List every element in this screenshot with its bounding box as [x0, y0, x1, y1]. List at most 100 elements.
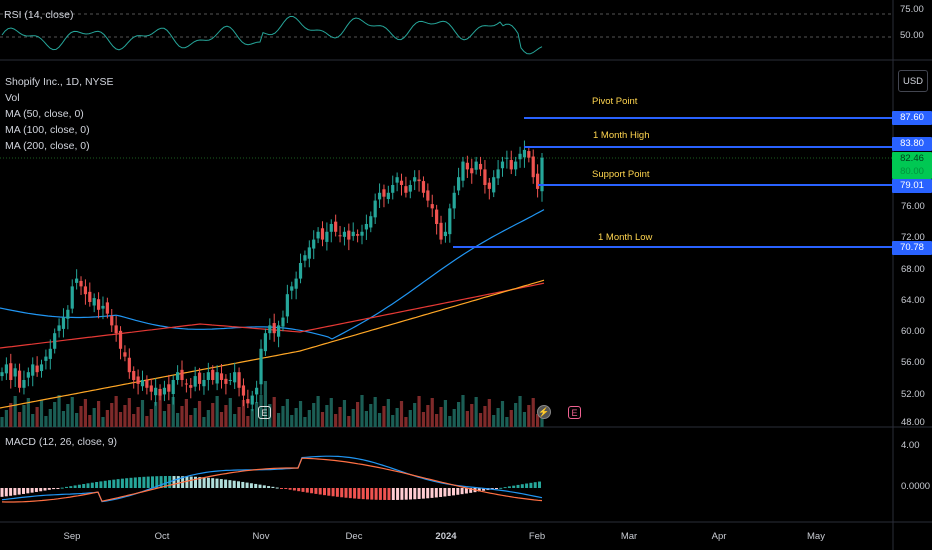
macd-histogram-bar: [163, 476, 167, 488]
macd-histogram-bar: [172, 476, 176, 488]
volume-bar: [496, 408, 500, 427]
macd-histogram-bar: [17, 488, 21, 495]
macd-histogram-bar: [439, 488, 443, 497]
macd-histogram-bar: [305, 488, 309, 493]
candle-body: [105, 302, 109, 314]
volume-bar: [509, 410, 513, 427]
macd-histogram-bar: [366, 488, 369, 500]
volume-bar: [272, 397, 276, 427]
candle-body: [26, 372, 30, 378]
candle-body: [110, 316, 114, 326]
volume-bar: [351, 409, 355, 427]
candle-body: [325, 231, 329, 242]
candle-body: [399, 180, 404, 185]
candle-body: [342, 231, 347, 237]
month-low-price-tag: 70.78: [892, 241, 932, 255]
volume-bar: [531, 398, 535, 427]
candle-body: [518, 153, 522, 160]
candle-body: [408, 184, 412, 192]
volume-bar: [338, 407, 342, 427]
candle-body: [61, 317, 66, 329]
macd-histogram-bar: [215, 478, 219, 488]
candle-body: [496, 169, 500, 179]
macd-histogram-bar: [400, 488, 404, 500]
macd-histogram-bar: [456, 488, 460, 495]
macd-histogram-bar: [108, 480, 111, 488]
macd-histogram-bar: [348, 488, 352, 499]
volume-bar: [145, 416, 149, 427]
volume-bar: [211, 403, 215, 427]
macd-histogram-bar: [138, 477, 142, 488]
candle-body: [478, 163, 483, 170]
ma100-legend[interactable]: MA (100, close, 0): [5, 124, 90, 136]
ma200-legend[interactable]: MA (200, close, 0): [5, 140, 90, 152]
rsi-legend[interactable]: RSI (14, close): [4, 9, 74, 21]
volume-bar: [57, 395, 61, 427]
candle-body: [140, 379, 145, 387]
macd-histogram-bar: [538, 481, 541, 488]
candle-body: [316, 231, 320, 239]
volume-bar: [399, 401, 404, 427]
candle-body: [281, 317, 285, 327]
pivot-point-label[interactable]: Pivot Point: [592, 96, 638, 107]
macd-histogram-bar: [288, 488, 292, 490]
symbol-legend[interactable]: Shopify Inc., 1D, NYSE: [5, 76, 114, 88]
candle-body: [500, 161, 505, 169]
support-point-label[interactable]: Support Point: [592, 169, 650, 180]
volume-bar: [316, 396, 320, 427]
earnings-badge[interactable]: E: [258, 406, 271, 419]
macd-axis-label: 0.0000: [901, 481, 931, 492]
price-axis-label: 68.00: [901, 264, 925, 275]
volume-bar: [334, 414, 338, 427]
macd-histogram-bar: [378, 488, 382, 500]
volume-bar: [127, 398, 131, 427]
rsi-axis-75: 75.00: [900, 4, 924, 15]
macd-axis-label: 4.00: [901, 440, 920, 451]
volume-bar: [118, 412, 123, 427]
candle-body: [461, 161, 465, 181]
volume-bar: [347, 416, 351, 427]
volume-bar: [439, 407, 443, 427]
price-axis-label: 72.00: [901, 232, 925, 243]
volume-legend[interactable]: Vol: [5, 92, 20, 104]
volume-bar: [224, 405, 228, 427]
candle-body: [347, 230, 351, 240]
macd-histogram-bar: [391, 488, 395, 500]
volume-bar: [514, 403, 518, 427]
macd-histogram-bar: [47, 488, 51, 490]
candle-body: [145, 379, 149, 388]
volume-bar: [487, 399, 491, 427]
macd-histogram-bar: [507, 486, 511, 488]
volume-bar: [298, 401, 303, 427]
macd-histogram-bar: [292, 488, 296, 491]
volume-bar: [373, 397, 377, 427]
candle-body: [193, 376, 197, 387]
volume-bar: [83, 399, 88, 427]
candle-body: [536, 173, 540, 189]
month-low-label[interactable]: 1 Month Low: [598, 232, 653, 243]
macd-histogram-bar: [520, 484, 524, 488]
dividend-lightning-icon[interactable]: ⚡: [537, 405, 551, 419]
macd-histogram-bar: [533, 482, 537, 488]
ma50-legend[interactable]: MA (50, close, 0): [5, 108, 84, 120]
candle-body: [421, 181, 426, 193]
volume-bar: [189, 415, 193, 427]
candle-body: [492, 177, 496, 193]
macd-histogram-bar: [176, 476, 180, 488]
candle-body: [22, 379, 26, 388]
macd-histogram-bar: [434, 488, 438, 498]
volume-bar: [408, 410, 412, 427]
macd-histogram-bar: [314, 488, 318, 494]
macd-histogram-bar: [86, 483, 90, 488]
macd-histogram-bar: [194, 476, 197, 488]
currency-button[interactable]: USD: [898, 70, 928, 92]
month-high-label[interactable]: 1 Month High: [593, 130, 650, 141]
candle-body: [404, 186, 408, 193]
macd-histogram-bar: [82, 484, 86, 488]
macd-legend[interactable]: MACD (12, 26, close, 9): [5, 436, 118, 448]
earnings-badge-upcoming[interactable]: E: [568, 406, 581, 419]
candle-body: [162, 387, 167, 395]
macd-histogram-bar: [267, 486, 271, 488]
